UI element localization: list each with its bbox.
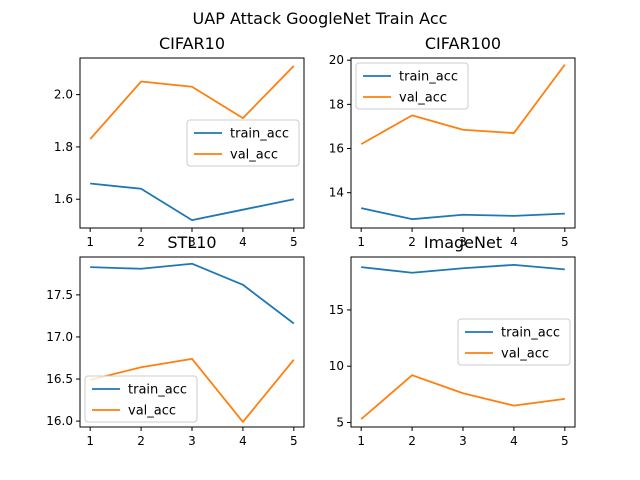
stl10-x-tick-label: 1: [86, 434, 94, 448]
stl10-y-tick-label: 17.0: [46, 330, 73, 344]
imagenet-y-tick-label: 5: [336, 415, 344, 429]
cifar10-x-tick-label: 2: [137, 235, 145, 249]
cifar100-series-val-acc: [360, 64, 566, 145]
cifar10-series-train-acc: [90, 182, 295, 222]
stl10-x-tick-label: 5: [290, 434, 298, 448]
cifar10-y-tick-label: 1.6: [54, 192, 73, 206]
cifar10-series-val-acc: [89, 65, 295, 140]
cifar100-y-tick-label: 16: [329, 142, 344, 156]
stl10-legend: train_acc val_acc: [84, 375, 198, 423]
stl10-y-tick-label: 16.5: [46, 372, 73, 386]
stl10-y-tick-label: 17.5: [46, 288, 73, 302]
cifar10-y-tick-label: 2.0: [54, 88, 73, 102]
imagenet-legend-label-train-acc: train_acc: [501, 326, 560, 341]
cifar100-title: CIFAR100: [425, 34, 501, 53]
cifar100-y-tick-label: 14: [329, 186, 344, 200]
imagenet-y-tick-label: 10: [329, 359, 344, 373]
cifar10-legend-label-val-acc: val_acc: [230, 148, 278, 163]
cifar10-x-tick-label: 3: [188, 235, 196, 249]
chart-stl10: 1 2 3 4 5 16.0 16.5 17.0 17.5 train_acc val_acc STL…: [46, 233, 305, 448]
stl10-legend-label-val-acc: val_acc: [128, 404, 176, 419]
stl10-legend-label-train-acc: train_acc: [128, 383, 187, 398]
imagenet-x-tick-label: 1: [357, 434, 365, 448]
imagenet-y-tick-label: 15: [329, 303, 344, 317]
cifar100-legend: train_acc val_acc: [355, 62, 469, 110]
imagenet-x-tick-label: 3: [459, 434, 467, 448]
imagenet-title: ImageNet: [424, 233, 502, 252]
cifar100-y-tick-label: 20: [329, 53, 344, 67]
stl10-x-tick-label: 3: [188, 434, 196, 448]
cifar100-x-tick-label: 1: [357, 235, 365, 249]
cifar10-x-tick-label: 4: [239, 235, 247, 249]
stl10-y-tick-label: 16.0: [46, 414, 73, 428]
imagenet-series-val-acc: [360, 374, 565, 420]
cifar10-x-tick-label: 1: [86, 235, 94, 249]
cifar100-x-tick-label: 3: [459, 235, 467, 249]
cifar100-x-tick-label: 5: [561, 235, 569, 249]
cifar100-legend-label-train-acc: train_acc: [399, 70, 458, 85]
imagenet-series-train-acc: [361, 263, 565, 274]
imagenet-legend: train_acc val_acc: [457, 318, 571, 366]
imagenet-legend-label-val-acc: val_acc: [501, 347, 549, 362]
cifar10-y-tick-label: 1.8: [54, 140, 73, 154]
figure-title: UAP Attack GoogleNet Train Acc: [193, 9, 448, 28]
stl10-x-tick-label: 4: [239, 434, 247, 448]
cifar100-x-tick-label: 4: [510, 235, 518, 249]
cifar10-x-tick-label: 5: [290, 235, 298, 249]
imagenet-x-tick-label: 2: [408, 434, 416, 448]
chart-cifar10: 1 2 3 4 5 1.6 1.8 2.0 train_acc val_acc CIFAR10: [54, 34, 305, 249]
cifar100-legend-label-val-acc: val_acc: [399, 91, 447, 106]
imagenet-x-tick-label: 5: [561, 434, 569, 448]
cifar10-title: CIFAR10: [159, 34, 225, 53]
stl10-title: STL10: [167, 233, 216, 252]
stl10-series-val-acc: [89, 357, 295, 423]
cifar10-legend-label-train-acc: train_acc: [230, 127, 289, 142]
cifar10-legend: train_acc val_acc: [186, 119, 300, 167]
cifar100-series-train-acc: [360, 207, 565, 221]
cifar100-x-tick-label: 2: [408, 235, 416, 249]
chart-cifar100: 1 2 3 4 5 14 16 18 20 train_acc val_acc CIFAR100: [329, 34, 576, 249]
stl10-series-train-acc: [90, 262, 295, 325]
subplots: 1 2 3 4 5 1.6 1.8 2.0 train_acc val_acc CIFAR10 1 2 3…: [46, 34, 576, 448]
stl10-x-tick-label: 2: [137, 434, 145, 448]
imagenet-x-tick-label: 4: [510, 434, 518, 448]
cifar100-y-tick-label: 18: [329, 97, 344, 111]
